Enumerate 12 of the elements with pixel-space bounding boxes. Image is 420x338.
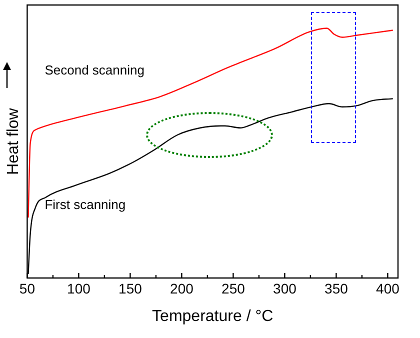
x-tick-label: 200	[170, 280, 194, 296]
series-label: First scanning	[44, 197, 126, 212]
x-tick-label: 400	[376, 280, 400, 296]
series-label: Second scanning	[44, 62, 144, 78]
x-tick-label: 150	[118, 280, 142, 296]
x-tick-label: 50	[19, 280, 36, 296]
x-tick-label: 300	[273, 280, 297, 296]
x-tick-label: 250	[222, 280, 246, 296]
x-axis-title: Temperature / °C	[152, 308, 274, 325]
x-tick-label: 100	[67, 280, 91, 296]
y-axis-title: Heat flow	[5, 108, 22, 175]
x-tick-label: 350	[324, 280, 348, 296]
